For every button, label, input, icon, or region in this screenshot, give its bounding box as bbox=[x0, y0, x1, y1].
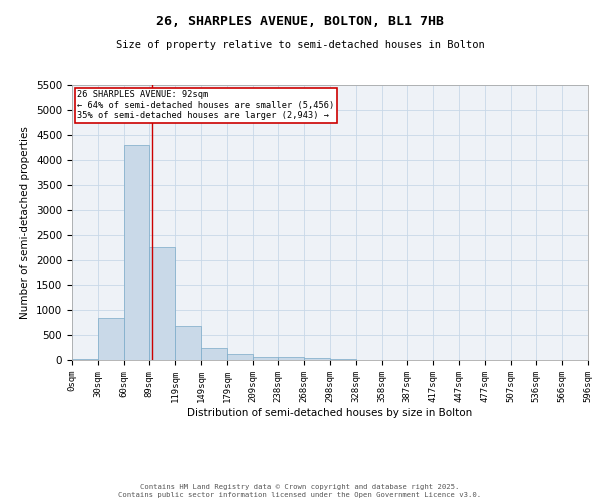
Bar bbox=[330, 358, 356, 360]
Bar bbox=[227, 354, 253, 360]
Bar bbox=[98, 318, 124, 360]
Bar bbox=[149, 248, 175, 360]
X-axis label: Distribution of semi-detached houses by size in Bolton: Distribution of semi-detached houses by … bbox=[187, 408, 473, 418]
Bar bbox=[278, 357, 304, 360]
Text: 26, SHARPLES AVENUE, BOLTON, BL1 7HB: 26, SHARPLES AVENUE, BOLTON, BL1 7HB bbox=[156, 15, 444, 28]
Text: Size of property relative to semi-detached houses in Bolton: Size of property relative to semi-detach… bbox=[116, 40, 484, 50]
Bar bbox=[175, 326, 201, 360]
Bar bbox=[124, 145, 149, 360]
Bar bbox=[253, 356, 278, 360]
Bar bbox=[201, 348, 227, 360]
Text: Contains HM Land Registry data © Crown copyright and database right 2025.
Contai: Contains HM Land Registry data © Crown c… bbox=[118, 484, 482, 498]
Text: 26 SHARPLES AVENUE: 92sqm
← 64% of semi-detached houses are smaller (5,456)
35% : 26 SHARPLES AVENUE: 92sqm ← 64% of semi-… bbox=[77, 90, 334, 120]
Bar bbox=[72, 358, 98, 360]
Y-axis label: Number of semi-detached properties: Number of semi-detached properties bbox=[20, 126, 31, 319]
Bar bbox=[304, 358, 330, 360]
